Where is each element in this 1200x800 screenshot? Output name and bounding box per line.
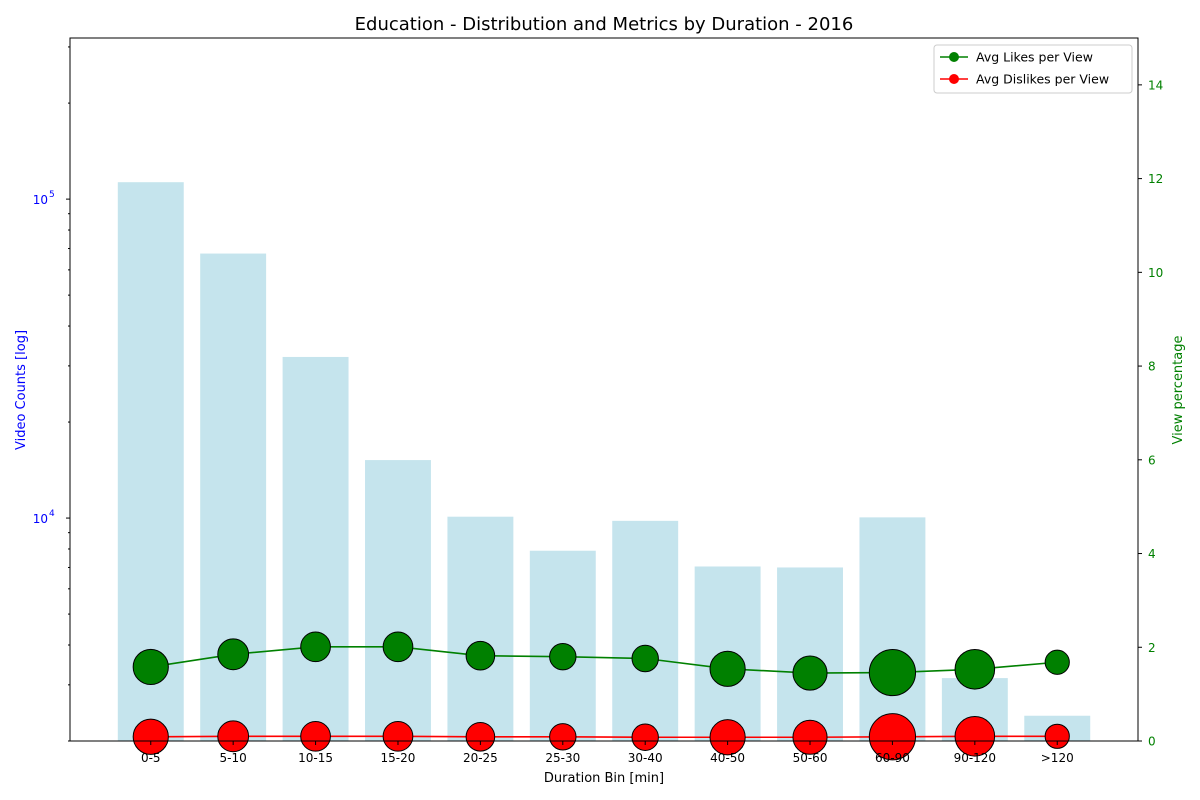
marker-likes-0-5 <box>132 648 169 686</box>
left-tick-label-exponent: 4 <box>49 509 55 519</box>
markers-layer <box>132 631 1070 761</box>
legend: Avg Likes per View Avg Dislikes per View <box>933 44 1133 94</box>
marker-dislikes-90-120 <box>954 716 996 757</box>
marker-dislikes-5-10 <box>217 720 250 753</box>
x-tick-label: 40-50 <box>710 751 745 765</box>
marker-dislikes-15-20 <box>382 720 414 752</box>
bar-15-20 <box>365 460 431 741</box>
series-line-dislikes <box>150 735 1058 739</box>
left-tick-label: 10 <box>33 512 48 526</box>
marker-dislikes-10-15 <box>300 720 331 752</box>
x-tick-label: 60-90 <box>875 751 910 765</box>
x-tick-label: 25-30 <box>545 751 580 765</box>
x-tick-label: 20-25 <box>463 751 498 765</box>
right-tick-label: 12 <box>1148 172 1163 186</box>
bar-10-15 <box>282 356 349 741</box>
bars-layer <box>117 182 1091 741</box>
right-tick-label: 14 <box>1148 78 1163 92</box>
marker-likes-60-90 <box>868 648 917 697</box>
marker-likes-20-25 <box>465 640 496 671</box>
marker-dislikes-30-40 <box>631 723 659 751</box>
marker-likes-25-30 <box>549 642 577 671</box>
legend-label-dislikes: Avg Dislikes per View <box>976 72 1109 87</box>
marker-dislikes-50-60 <box>792 719 828 755</box>
x-tick-label: 15-20 <box>381 751 416 765</box>
marker-dislikes-25-30 <box>549 723 577 751</box>
legend-marker-dislikes <box>949 74 959 84</box>
marker-likes-5-10 <box>217 638 250 671</box>
left-tick-label-exponent: 5 <box>49 190 55 200</box>
plot-frame <box>69 37 1139 742</box>
x-tick-label: >120 <box>1041 751 1074 765</box>
chart-title: Education - Distribution and Metrics by … <box>355 14 854 35</box>
marker-dislikes-40-50 <box>709 719 746 756</box>
bar-60-90 <box>859 517 926 741</box>
right-tick-label: 0 <box>1148 735 1156 749</box>
right-tick-label: 4 <box>1148 547 1156 561</box>
marker-likes->120 <box>1044 649 1070 675</box>
bar-50-60 <box>777 567 843 741</box>
bar-30-40 <box>612 520 679 741</box>
marker-likes-15-20 <box>382 631 414 663</box>
marker-dislikes-0-5 <box>132 718 169 755</box>
marker-likes-40-50 <box>709 650 746 687</box>
right-y-axis: 0 2 4 6 8 10 12 14 <box>1138 78 1163 749</box>
bar-0-5 <box>117 182 184 741</box>
right-tick-label: 2 <box>1148 641 1156 655</box>
right-tick-label: 6 <box>1148 453 1156 467</box>
bar-20-25 <box>447 516 514 741</box>
right-y-axis-label: View percentage <box>1171 336 1186 445</box>
left-y-axis-label: Video Counts [log] <box>14 330 29 450</box>
x-tick-label: 50-60 <box>793 751 828 765</box>
marker-likes-50-60 <box>792 655 828 691</box>
marker-likes-10-15 <box>300 631 331 663</box>
x-tick-label: 30-40 <box>628 751 663 765</box>
x-tick-label: 5-10 <box>220 751 247 765</box>
marker-likes-90-120 <box>954 648 996 690</box>
x-axis: 0-5 5-10 10-15 15-20 20-25 25-30 30-40 40-50 50-… <box>141 741 1074 765</box>
marker-dislikes-60-90 <box>868 713 917 761</box>
right-tick-label: 8 <box>1148 360 1156 374</box>
x-tick-label: 90-120 <box>954 751 997 765</box>
x-tick-label: 0-5 <box>141 751 161 765</box>
legend-box <box>933 44 1133 94</box>
x-axis-label: Duration Bin [min] <box>544 771 664 786</box>
marker-likes-30-40 <box>631 644 659 673</box>
left-tick-label: 10 <box>33 193 48 207</box>
x-tick-label: 10-15 <box>298 751 333 765</box>
legend-marker-likes <box>949 52 959 62</box>
right-tick-label: 10 <box>1148 266 1163 280</box>
marker-dislikes-20-25 <box>465 721 496 752</box>
legend-label-likes: Avg Likes per View <box>976 50 1093 65</box>
marker-dislikes->120 <box>1044 723 1070 749</box>
